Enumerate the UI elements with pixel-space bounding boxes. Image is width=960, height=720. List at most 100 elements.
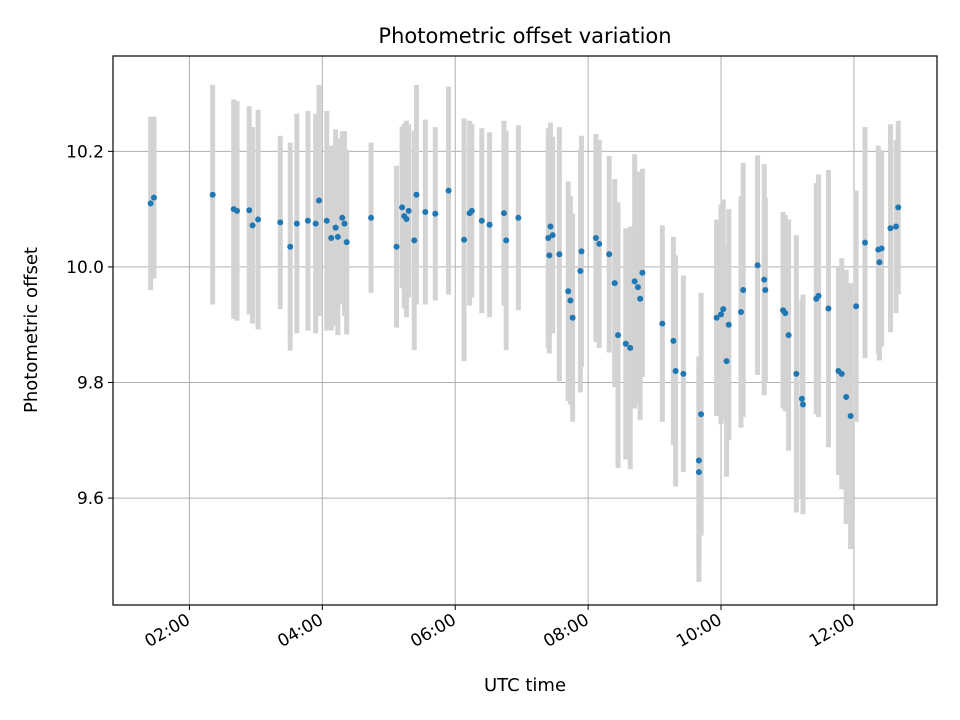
data-point <box>895 204 902 211</box>
data-point <box>680 370 687 377</box>
data-point <box>622 340 629 347</box>
data-point <box>147 200 154 207</box>
data-point <box>698 411 705 418</box>
data-point <box>843 393 850 400</box>
data-point <box>670 337 677 344</box>
y-tick-label: 10.2 <box>66 142 104 162</box>
data-point <box>343 239 350 246</box>
data-point <box>478 217 485 224</box>
data-point <box>150 194 157 201</box>
data-point <box>754 262 761 269</box>
data-point <box>798 395 805 402</box>
data-point <box>255 216 262 223</box>
data-point <box>761 276 768 283</box>
data-point <box>815 292 822 299</box>
y-tick-label: 9.8 <box>77 374 104 394</box>
data-point <box>249 222 256 229</box>
data-point <box>287 243 294 250</box>
data-point <box>234 207 241 214</box>
data-point <box>799 401 806 408</box>
data-point <box>293 220 300 227</box>
data-point <box>737 309 744 316</box>
data-point <box>500 210 507 217</box>
data-point <box>838 370 845 377</box>
data-point <box>405 207 412 214</box>
x-axis-title: UTC time <box>484 675 566 696</box>
data-point <box>878 245 885 252</box>
y-axis-title: Photometric offset <box>21 247 42 413</box>
data-point <box>847 413 854 420</box>
data-point <box>634 284 641 291</box>
data-point <box>334 233 341 240</box>
data-point <box>862 239 869 246</box>
data-point <box>853 303 860 310</box>
data-point <box>323 217 330 224</box>
data-point <box>209 191 216 198</box>
data-point <box>393 243 400 250</box>
data-point <box>723 358 730 365</box>
y-axis: 9.6 9.8 10.0 10.2 <box>66 142 113 509</box>
data-point <box>627 344 634 351</box>
data-point <box>461 236 468 243</box>
data-point <box>782 310 789 317</box>
data-point <box>725 321 732 328</box>
data-point <box>825 305 832 312</box>
data-point <box>639 269 646 276</box>
data-point <box>277 219 284 226</box>
data-point <box>368 214 375 221</box>
data-point <box>332 224 339 231</box>
data-point <box>740 287 747 294</box>
data-point <box>304 217 311 224</box>
data-point <box>793 370 800 377</box>
data-point <box>468 207 475 214</box>
data-point <box>718 311 725 318</box>
data-point <box>486 221 493 228</box>
data-point <box>876 259 883 266</box>
data-point <box>445 187 452 194</box>
data-point <box>672 367 679 374</box>
data-point <box>567 297 574 304</box>
data-point <box>596 240 603 247</box>
plot-frame <box>112 55 938 606</box>
data-point <box>312 220 319 227</box>
data-point <box>887 225 894 232</box>
data-point <box>339 214 346 221</box>
data-point <box>578 248 585 255</box>
data-point <box>432 210 439 217</box>
data-points <box>147 187 902 476</box>
data-point <box>785 332 792 339</box>
data-point <box>893 223 900 230</box>
data-point <box>328 235 335 242</box>
data-point <box>695 469 702 476</box>
data-point <box>413 191 420 198</box>
data-point <box>569 314 576 321</box>
data-point <box>606 251 613 258</box>
data-point <box>549 232 556 239</box>
data-point <box>611 280 618 287</box>
data-point <box>695 457 702 464</box>
data-point <box>556 251 563 258</box>
chart-title: Photometric offset variation <box>378 24 671 48</box>
data-point <box>546 252 553 259</box>
data-point <box>577 267 584 274</box>
data-point <box>720 306 727 313</box>
data-point <box>615 332 622 339</box>
data-point <box>762 287 769 294</box>
data-point <box>411 237 418 244</box>
data-point <box>399 204 406 211</box>
data-point <box>341 220 348 227</box>
y-tick-label: 9.6 <box>77 489 104 509</box>
data-point <box>545 235 552 242</box>
data-point <box>659 320 666 327</box>
data-point <box>637 295 644 302</box>
data-point <box>403 215 410 222</box>
data-point <box>246 207 253 214</box>
data-point <box>422 209 429 216</box>
data-point <box>631 278 638 285</box>
y-tick-label: 10.0 <box>66 258 104 278</box>
data-point <box>592 235 599 242</box>
data-point <box>515 214 522 221</box>
data-point <box>713 314 720 321</box>
data-point <box>503 237 510 244</box>
